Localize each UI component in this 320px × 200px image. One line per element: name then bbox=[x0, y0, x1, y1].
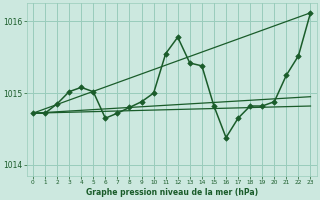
X-axis label: Graphe pression niveau de la mer (hPa): Graphe pression niveau de la mer (hPa) bbox=[86, 188, 258, 197]
